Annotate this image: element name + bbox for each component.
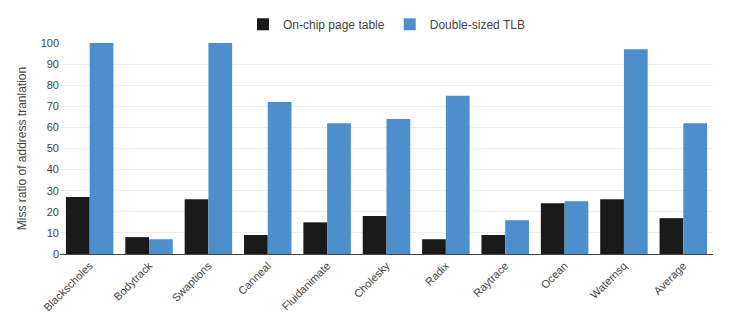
svg-text:Radix: Radix bbox=[423, 259, 452, 288]
svg-text:Cholesky: Cholesky bbox=[351, 259, 392, 300]
svg-text:70: 70 bbox=[47, 100, 59, 112]
svg-text:On-chip page table: On-chip page table bbox=[283, 18, 385, 32]
svg-text:Swaptions: Swaptions bbox=[169, 259, 214, 304]
svg-text:Waternsq: Waternsq bbox=[588, 260, 629, 301]
svg-text:50: 50 bbox=[47, 142, 59, 154]
svg-text:Bodytrack: Bodytrack bbox=[111, 259, 154, 302]
svg-text:10: 10 bbox=[47, 227, 59, 239]
svg-text:90: 90 bbox=[47, 58, 59, 70]
svg-text:60: 60 bbox=[47, 121, 59, 133]
svg-text:Blackscholes: Blackscholes bbox=[41, 259, 95, 313]
svg-text:40: 40 bbox=[47, 163, 59, 175]
svg-text:80: 80 bbox=[47, 79, 59, 91]
svg-text:Raytrace: Raytrace bbox=[471, 260, 511, 300]
svg-text:Miss ratio of address tranlati: Miss ratio of address tranlation bbox=[15, 67, 29, 230]
svg-text:Fluidanimate: Fluidanimate bbox=[279, 260, 332, 313]
svg-text:Double-sized TLB: Double-sized TLB bbox=[430, 18, 525, 32]
svg-text:100: 100 bbox=[41, 37, 59, 49]
svg-text:20: 20 bbox=[47, 206, 59, 218]
svg-text:30: 30 bbox=[47, 185, 59, 197]
svg-text:Average: Average bbox=[651, 260, 688, 297]
svg-text:0: 0 bbox=[53, 248, 59, 260]
svg-text:Canneal: Canneal bbox=[236, 260, 273, 297]
svg-text:Ocean: Ocean bbox=[538, 260, 569, 291]
